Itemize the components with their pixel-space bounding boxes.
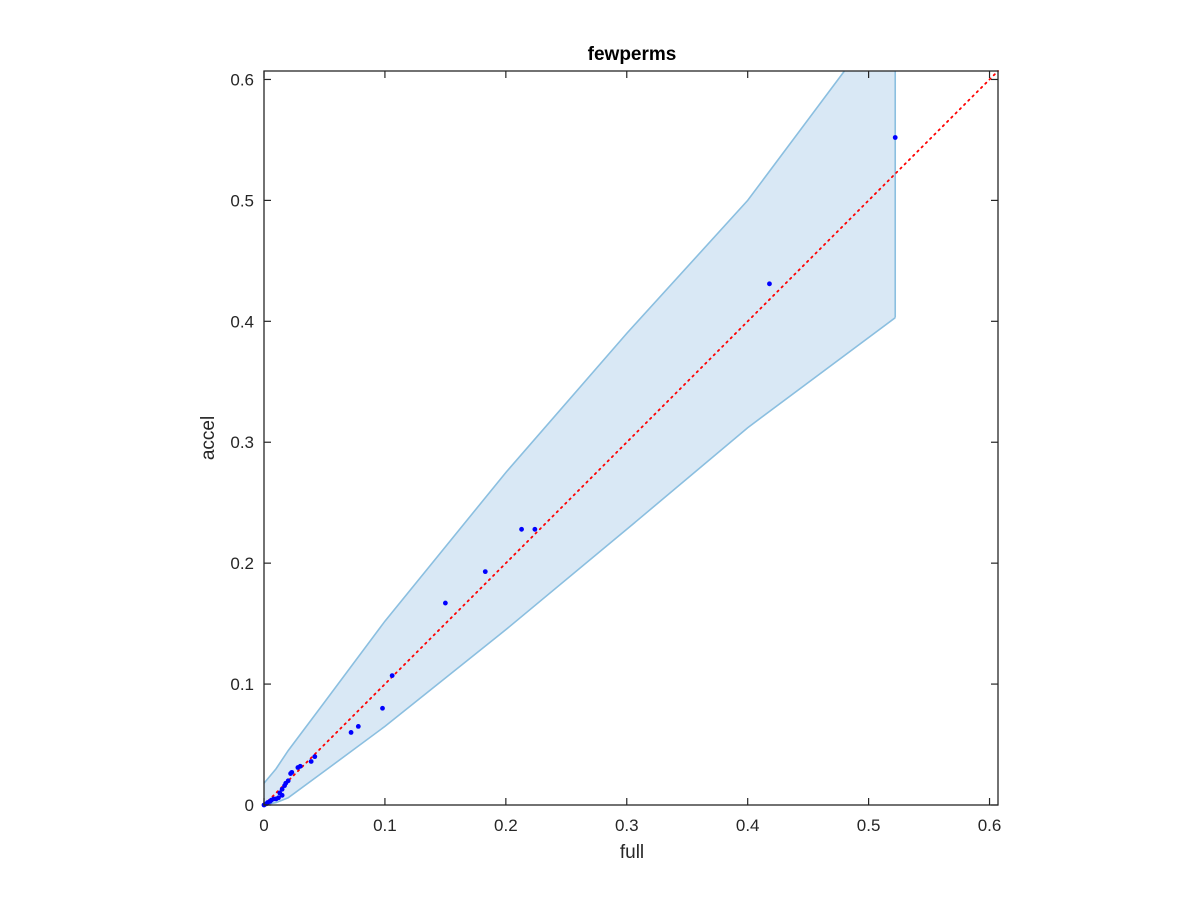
chart-title: fewperms	[588, 44, 677, 65]
data-point	[348, 730, 354, 735]
confidence-band	[263, 70, 897, 806]
x-tick-label: 0.3	[615, 816, 639, 835]
data-point	[312, 754, 318, 760]
data-point	[297, 763, 303, 769]
x-axis-label: full	[620, 842, 644, 863]
x-tick-label: 0.1	[373, 816, 397, 835]
data-point	[482, 569, 488, 575]
x-tick-label: 0.4	[736, 816, 760, 835]
data-point	[389, 673, 395, 679]
band-lower-edge	[263, 317, 896, 806]
y-tick-label: 0.4	[230, 312, 254, 331]
y-tick-label: 0.6	[230, 70, 254, 89]
identity-reference-line	[263, 70, 999, 806]
data-point	[532, 526, 538, 532]
data-points	[261, 135, 898, 808]
data-point	[308, 759, 314, 764]
band-upper-edge	[263, 70, 846, 784]
data-point	[285, 778, 291, 784]
y-tick-label: 0.1	[230, 675, 254, 694]
data-point	[276, 795, 281, 801]
data-point	[380, 705, 385, 711]
axes: 0 0.1 0.2 0.3 0.4 0.5 0.6 0 0.1 0.2 0.3 0.4 0.5 0.6	[230, 70, 1001, 835]
y-tick-label: 0.3	[230, 433, 254, 452]
x-tick-label: 0.2	[494, 816, 518, 835]
y-tick-label: 0.2	[230, 554, 254, 573]
x-tick-label: 0	[259, 816, 268, 835]
x-tick-label: 0.5	[857, 816, 881, 835]
data-point	[767, 281, 772, 287]
y-axis-label: accel	[198, 416, 219, 460]
data-point	[892, 135, 898, 140]
data-point	[279, 786, 285, 792]
band-fill	[264, 71, 896, 805]
data-point	[277, 790, 283, 796]
data-point	[442, 600, 448, 606]
x-tick-label: 0.6	[978, 816, 1002, 835]
y-tick-label: 0.5	[230, 191, 254, 210]
axes-box	[263, 70, 999, 806]
reference-line	[263, 70, 999, 806]
y-tick-label: 0	[245, 796, 254, 815]
data-point	[519, 526, 524, 532]
data-point	[289, 769, 295, 775]
data-point	[355, 724, 361, 729]
